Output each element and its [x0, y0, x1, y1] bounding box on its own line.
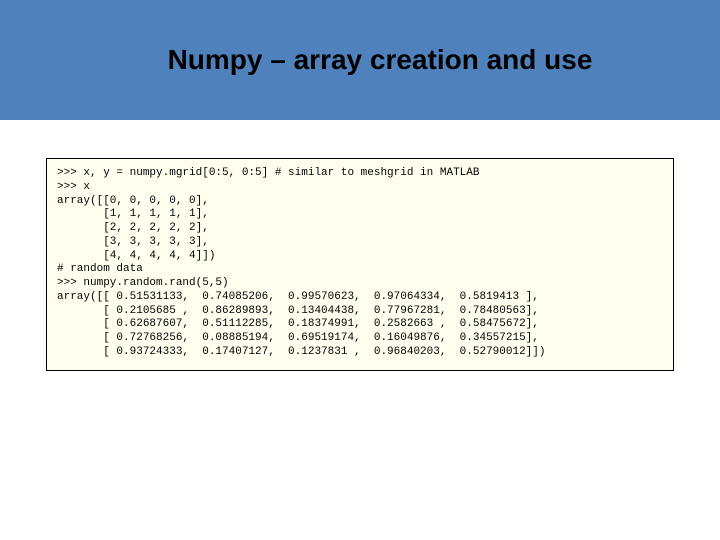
slide: Numpy – array creation and use >>> x, y … — [0, 0, 720, 540]
code-block: >>> x, y = numpy.mgrid[0:5, 0:5] # simil… — [46, 158, 674, 371]
slide-title: Numpy – array creation and use — [0, 44, 720, 76]
code-content: >>> x, y = numpy.mgrid[0:5, 0:5] # simil… — [57, 167, 663, 360]
title-band: Numpy – array creation and use — [0, 0, 720, 120]
